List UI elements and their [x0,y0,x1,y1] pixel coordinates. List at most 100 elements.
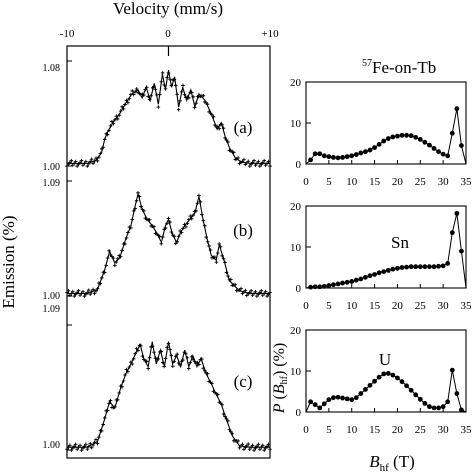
data-point-marker [195,360,200,365]
data-point-marker [201,366,206,371]
charts-group: 1.08 1.00 (a) 1.09 1.00 (b) 1.09 1.00 (c) 0 10 20 0 5… [43,46,472,452]
data-point-marker [147,97,152,102]
distribution-point [440,404,446,410]
data-point-marker [136,191,140,195]
data-point-marker [259,162,264,167]
distribution-point [312,151,318,157]
distribution-point [363,149,368,155]
data-point-marker [258,447,262,451]
data-point-marker [162,364,166,369]
data-point-marker [137,194,142,199]
data-point-marker [81,163,85,168]
data-point-marker [259,288,264,293]
data-point-marker [66,162,71,167]
data-point-marker [217,242,222,246]
data-point-marker [233,282,237,287]
data-point-marker [108,124,113,128]
data-point-marker [214,260,219,264]
data-point-marker [223,136,227,140]
data-point-marker [79,158,84,163]
data-point-marker [123,373,127,377]
data-point-marker [94,289,98,293]
distribution-point [308,284,313,290]
data-point-marker [133,89,137,94]
bhf-tick-label: 0 [303,424,309,436]
data-point-marker [88,159,92,164]
distribution-point [459,407,464,413]
bhf-tick-label: 30 [438,300,450,312]
panel-label: (c) [234,372,253,391]
distribution-point [395,133,400,139]
data-point-marker [143,87,148,92]
distribution-point [427,404,432,410]
p-axis-b: B [271,384,288,394]
data-point-marker [201,93,206,98]
distribution-point [349,153,355,159]
data-point-marker [120,104,124,109]
data-point-marker [104,263,108,268]
data-point-marker [168,220,172,224]
data-point-marker [139,343,143,348]
data-point-marker [266,159,271,164]
data-point-marker [91,287,95,292]
bhf-tick-label: 30 [438,424,450,436]
distribution-point [335,394,341,400]
distribution-point [381,371,387,377]
data-point-marker [179,230,184,235]
distribution-point [317,284,323,290]
distribution-point [449,130,455,136]
data-point-marker [236,439,240,443]
distribution-panel-frame [305,205,467,289]
data-point-marker [101,422,106,427]
distribution-point [436,405,441,411]
emission-tick-label: 1.00 [43,440,61,451]
data-point-marker [213,255,217,259]
data-point-marker [113,405,117,409]
data-point-marker [124,98,129,103]
distribution-point [413,134,419,140]
data-point-marker [89,445,94,450]
distribution-point [353,152,359,157]
data-point-marker [115,117,120,121]
data-point-marker [207,244,211,248]
data-point-marker [247,447,252,451]
distribution-point [326,154,332,160]
distribution-point [331,395,336,401]
distribution-point [385,371,391,376]
data-point-marker [221,126,226,130]
data-point-marker [187,96,191,100]
data-point-marker [159,242,164,246]
data-point-marker [188,214,193,218]
right-title-mass: 57 [362,58,372,69]
distribution-point [363,274,368,280]
data-point-marker [192,359,197,364]
distribution-point [381,269,387,274]
bhf-axis-b: B [369,452,380,471]
data-point-marker [184,351,188,356]
data-point-marker [97,435,101,439]
data-point-marker [115,257,120,261]
distribution-point [440,263,446,269]
data-point-marker [259,445,264,450]
data-point-marker [82,161,87,166]
data-point-marker [191,95,195,99]
distribution-points [308,210,464,290]
data-point-marker [98,281,103,286]
data-point-marker [69,158,74,163]
data-point-marker [78,160,82,165]
data-point-marker [107,128,111,133]
emission-axis-label: Emission (%) [0,215,18,308]
p-tick-label: 10 [290,118,302,130]
data-point-marker [107,401,111,406]
bhf-tick-label: 15 [369,424,381,436]
distribution-point [353,395,359,401]
data-point-marker [98,151,103,156]
data-point-marker [175,92,179,97]
distribution-point [390,134,396,140]
data-point-marker [71,163,75,168]
data-point-marker [249,288,253,293]
data-point-marker [165,221,169,226]
data-point-marker [217,126,222,131]
data-point-marker [152,224,156,229]
p-axis-p: P [271,403,288,414]
